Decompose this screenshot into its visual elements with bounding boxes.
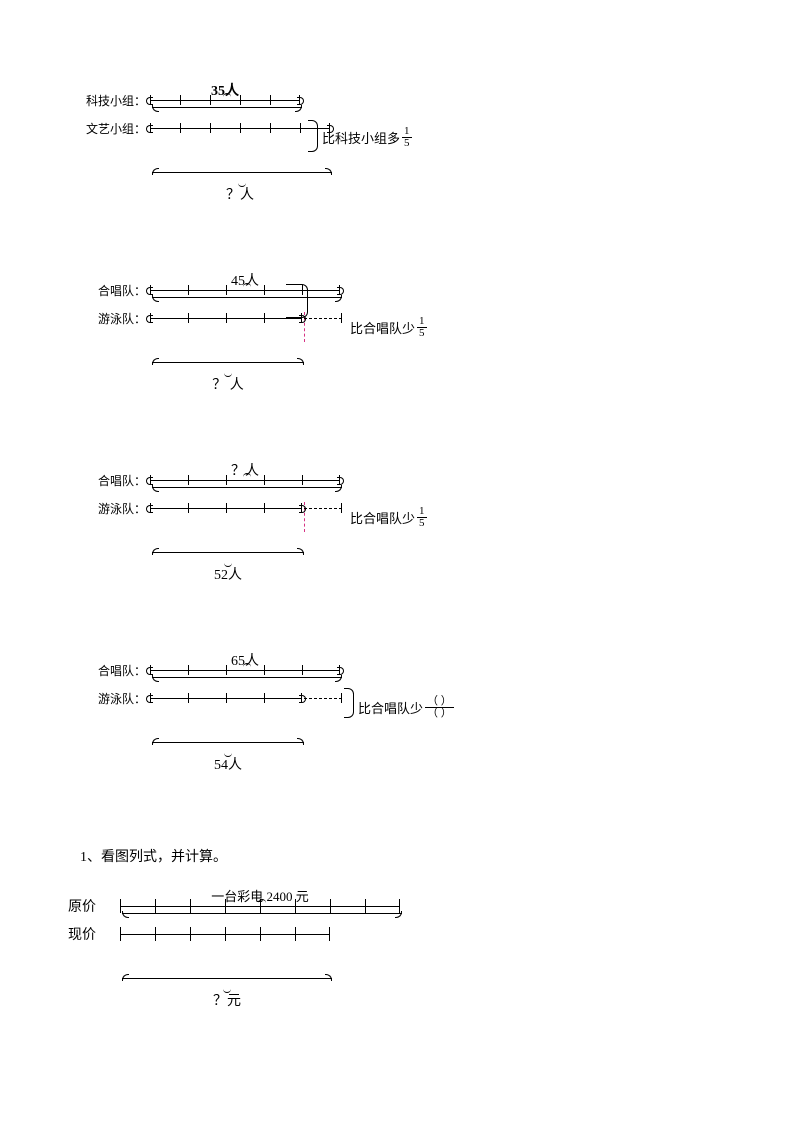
d1-bot-value: ？人 — [226, 184, 254, 204]
d1-row1-label: 科技小组： — [80, 92, 150, 109]
d4-bot-brace — [152, 738, 304, 754]
diagram-1: 35人 科技小组： 比科技小组多 15 文艺小组： ？人 — [80, 86, 720, 196]
diagram-2: 45人 合唱队： 比合唱队少 15 游泳队： ？ 人 — [80, 276, 720, 386]
diagram-4: 65人 合唱队： 比合唱队少 （ ）（ ） 游泳队： 54人 — [80, 656, 720, 766]
d4-row1-label: 合唱队： — [80, 662, 150, 679]
d5-row2-label: 现价 — [60, 924, 100, 944]
diagram-3: ？人 合唱队： 比合唱队少 15 游泳队： 52人 — [80, 466, 720, 576]
d2-bot-value: ？ 人 — [212, 374, 244, 394]
d3-row1-label: 合唱队： — [80, 472, 150, 489]
d2-row2-label: 游泳队： — [80, 310, 150, 327]
d2-row1-label: 合唱队： — [80, 282, 150, 299]
d3-bot-value: 52人 — [214, 564, 242, 584]
d1-bot-brace — [152, 168, 332, 184]
d2-ext-brace — [286, 284, 308, 318]
d2-bot-brace — [152, 358, 304, 374]
d5-bot-value: ？元 — [213, 990, 241, 1010]
d5-bot-brace — [122, 974, 332, 990]
diagram-5: 一台彩电 2400 元 原价 现价 ？元 — [60, 892, 720, 1002]
question-1-text: 1、看图列式，并计算。 — [80, 846, 720, 866]
d3-bot-brace — [152, 548, 304, 564]
d4-bot-value: 54人 — [214, 754, 242, 774]
d4-row2-label: 游泳队： — [80, 690, 150, 707]
d3-row2-label: 游泳队： — [80, 500, 150, 517]
d5-row1-label: 原价 — [60, 896, 100, 916]
d1-row2-label: 文艺小组： — [80, 120, 150, 137]
